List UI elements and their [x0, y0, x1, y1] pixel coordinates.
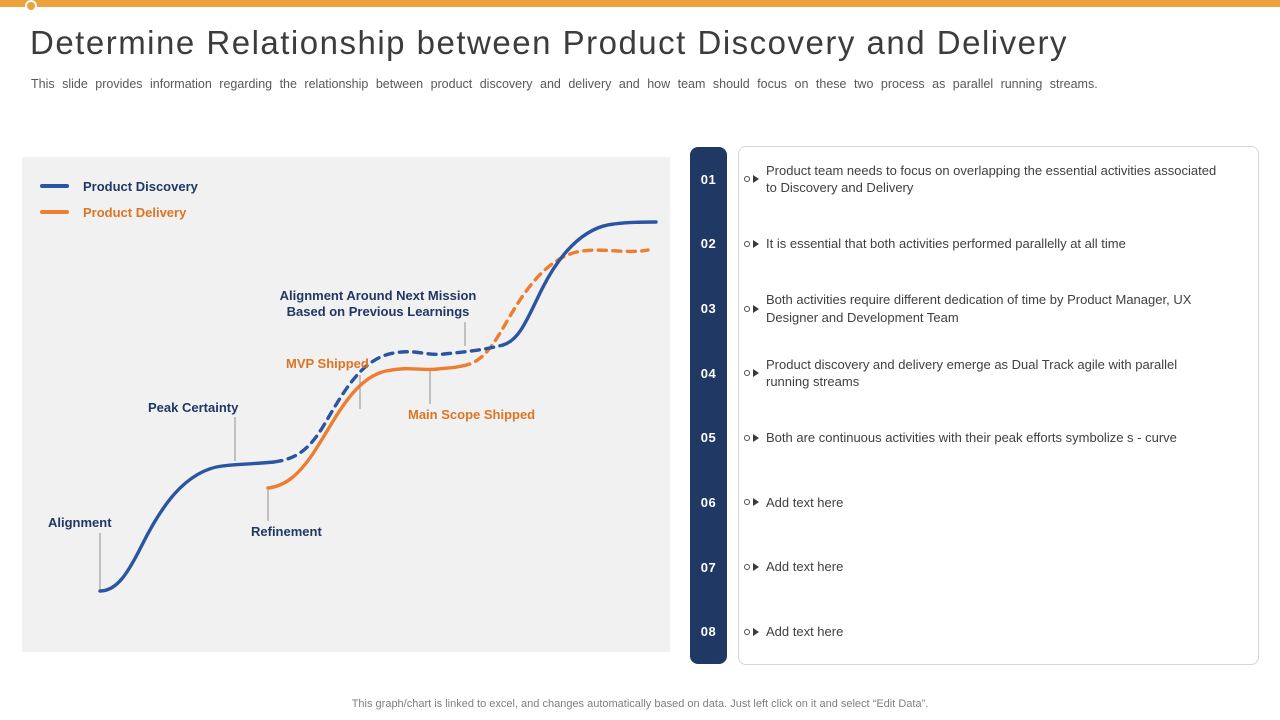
- curve-canvas: [98, 220, 658, 593]
- list-item-text: Product team needs to focus on overlappi…: [766, 162, 1217, 196]
- label-next-mission-line1: Alignment Around Next Mission: [279, 288, 477, 303]
- circle-bullet-icon: [744, 499, 750, 506]
- bullet-marker: [744, 627, 766, 636]
- bullet-marker: [744, 563, 766, 572]
- list-item-05: Both are continuous activities with thei…: [739, 406, 1258, 471]
- discovery-swatch-icon: [40, 184, 69, 188]
- step-number-05: 05: [700, 430, 717, 446]
- legend-label-discovery: Product Discovery: [83, 178, 198, 194]
- step-number-02: 02: [700, 236, 717, 252]
- slide-title: Determine Relationship between Product D…: [30, 24, 1068, 61]
- circle-bullet-icon: [744, 240, 750, 247]
- legend-item-discovery: Product Discovery: [40, 173, 198, 199]
- step-number-01: 01: [700, 171, 717, 187]
- circle-bullet-icon: [744, 564, 750, 571]
- circle-bullet-icon: [744, 370, 750, 377]
- arrow-bullet-icon: [753, 433, 759, 442]
- label-mvp-shipped: MVP Shipped: [286, 356, 369, 371]
- step-numbers-bar: 01 02 03 04 05 06 07 08: [690, 147, 727, 664]
- list-item-01: Product team needs to focus on overlappi…: [739, 147, 1258, 212]
- list-item-03: Both activities require different dedica…: [739, 276, 1258, 341]
- delivery-curve-solid: [266, 364, 464, 490]
- list-item-06[interactable]: Add text here: [739, 470, 1258, 535]
- arrow-bullet-icon: [753, 175, 759, 184]
- list-item-text: Product discovery and delivery emerge as…: [766, 356, 1178, 390]
- circle-bullet-icon: [744, 305, 750, 312]
- step-number-08: 08: [700, 624, 717, 640]
- arrow-bullet-icon: [753, 369, 759, 378]
- arrow-bullet-icon: [753, 304, 759, 313]
- arrow-bullet-icon: [753, 239, 759, 248]
- label-refinement: Refinement: [251, 524, 322, 539]
- top-accent-bar: [0, 0, 1280, 7]
- arrow-bullet-icon: [753, 627, 759, 636]
- step-number-04: 04: [700, 365, 717, 381]
- label-alignment: Alignment: [48, 515, 112, 530]
- legend-item-delivery: Product Delivery: [40, 199, 198, 225]
- delivery-curve-dashed: [460, 248, 650, 368]
- slide-subtitle: This slide provides information regardin…: [31, 77, 1098, 91]
- label-next-mission-line2: Based on Previous Learnings: [286, 303, 470, 319]
- step-number-07: 07: [700, 559, 717, 575]
- discovery-curve-solid-1: [98, 460, 276, 593]
- footer-note: This graph/chart is linked to excel, and…: [351, 698, 929, 710]
- circle-bullet-icon: [744, 434, 750, 441]
- label-peak-certainty: Peak Certainty: [148, 400, 239, 415]
- bullet-marker: [744, 369, 766, 378]
- label-main-scope-shipped: Main Scope Shipped: [408, 407, 536, 422]
- arrow-bullet-icon: [753, 563, 759, 572]
- leader-lines: [99, 322, 466, 589]
- list-item-text: Both activities require different dedica…: [766, 292, 1192, 325]
- circle-bullet-icon: [744, 176, 750, 183]
- bullet-marker: [744, 304, 766, 313]
- list-item-text: Both are continuous activities with thei…: [766, 430, 1177, 446]
- bullet-marker: [744, 175, 766, 184]
- legend-label-delivery: Product Delivery: [83, 204, 187, 220]
- delivery-swatch-icon: [40, 210, 69, 214]
- list-item-07[interactable]: Add text here: [739, 535, 1258, 600]
- list-item-text: It is essential that both activities per…: [766, 236, 1126, 252]
- scurve-chart[interactable]: Product Discovery Product Delivery Align…: [22, 157, 670, 652]
- discovery-curve-dashed: [272, 343, 505, 464]
- chart-legend: Product Discovery Product Delivery: [40, 173, 198, 225]
- arrow-bullet-icon: [753, 498, 759, 507]
- label-next-mission: Alignment Around Next Mission Based on P…: [272, 288, 484, 320]
- bullet-marker: [744, 433, 766, 442]
- list-item-08[interactable]: Add text here: [739, 599, 1258, 664]
- add-text-placeholder[interactable]: Add text here: [766, 494, 844, 510]
- list-item-04: Product discovery and delivery emerge as…: [739, 341, 1258, 406]
- accent-dot-icon: [25, 0, 37, 12]
- discovery-curve-solid-2: [501, 220, 658, 347]
- bullet-marker: [744, 239, 766, 248]
- add-text-placeholder[interactable]: Add text here: [766, 623, 844, 639]
- step-number-03: 03: [700, 301, 717, 317]
- circle-bullet-icon: [744, 628, 750, 635]
- points-list: Product team needs to focus on overlappi…: [738, 146, 1259, 665]
- list-item-02: It is essential that both activities per…: [739, 212, 1258, 277]
- step-number-06: 06: [700, 494, 717, 510]
- bullet-marker: [744, 498, 766, 507]
- add-text-placeholder[interactable]: Add text here: [766, 559, 844, 575]
